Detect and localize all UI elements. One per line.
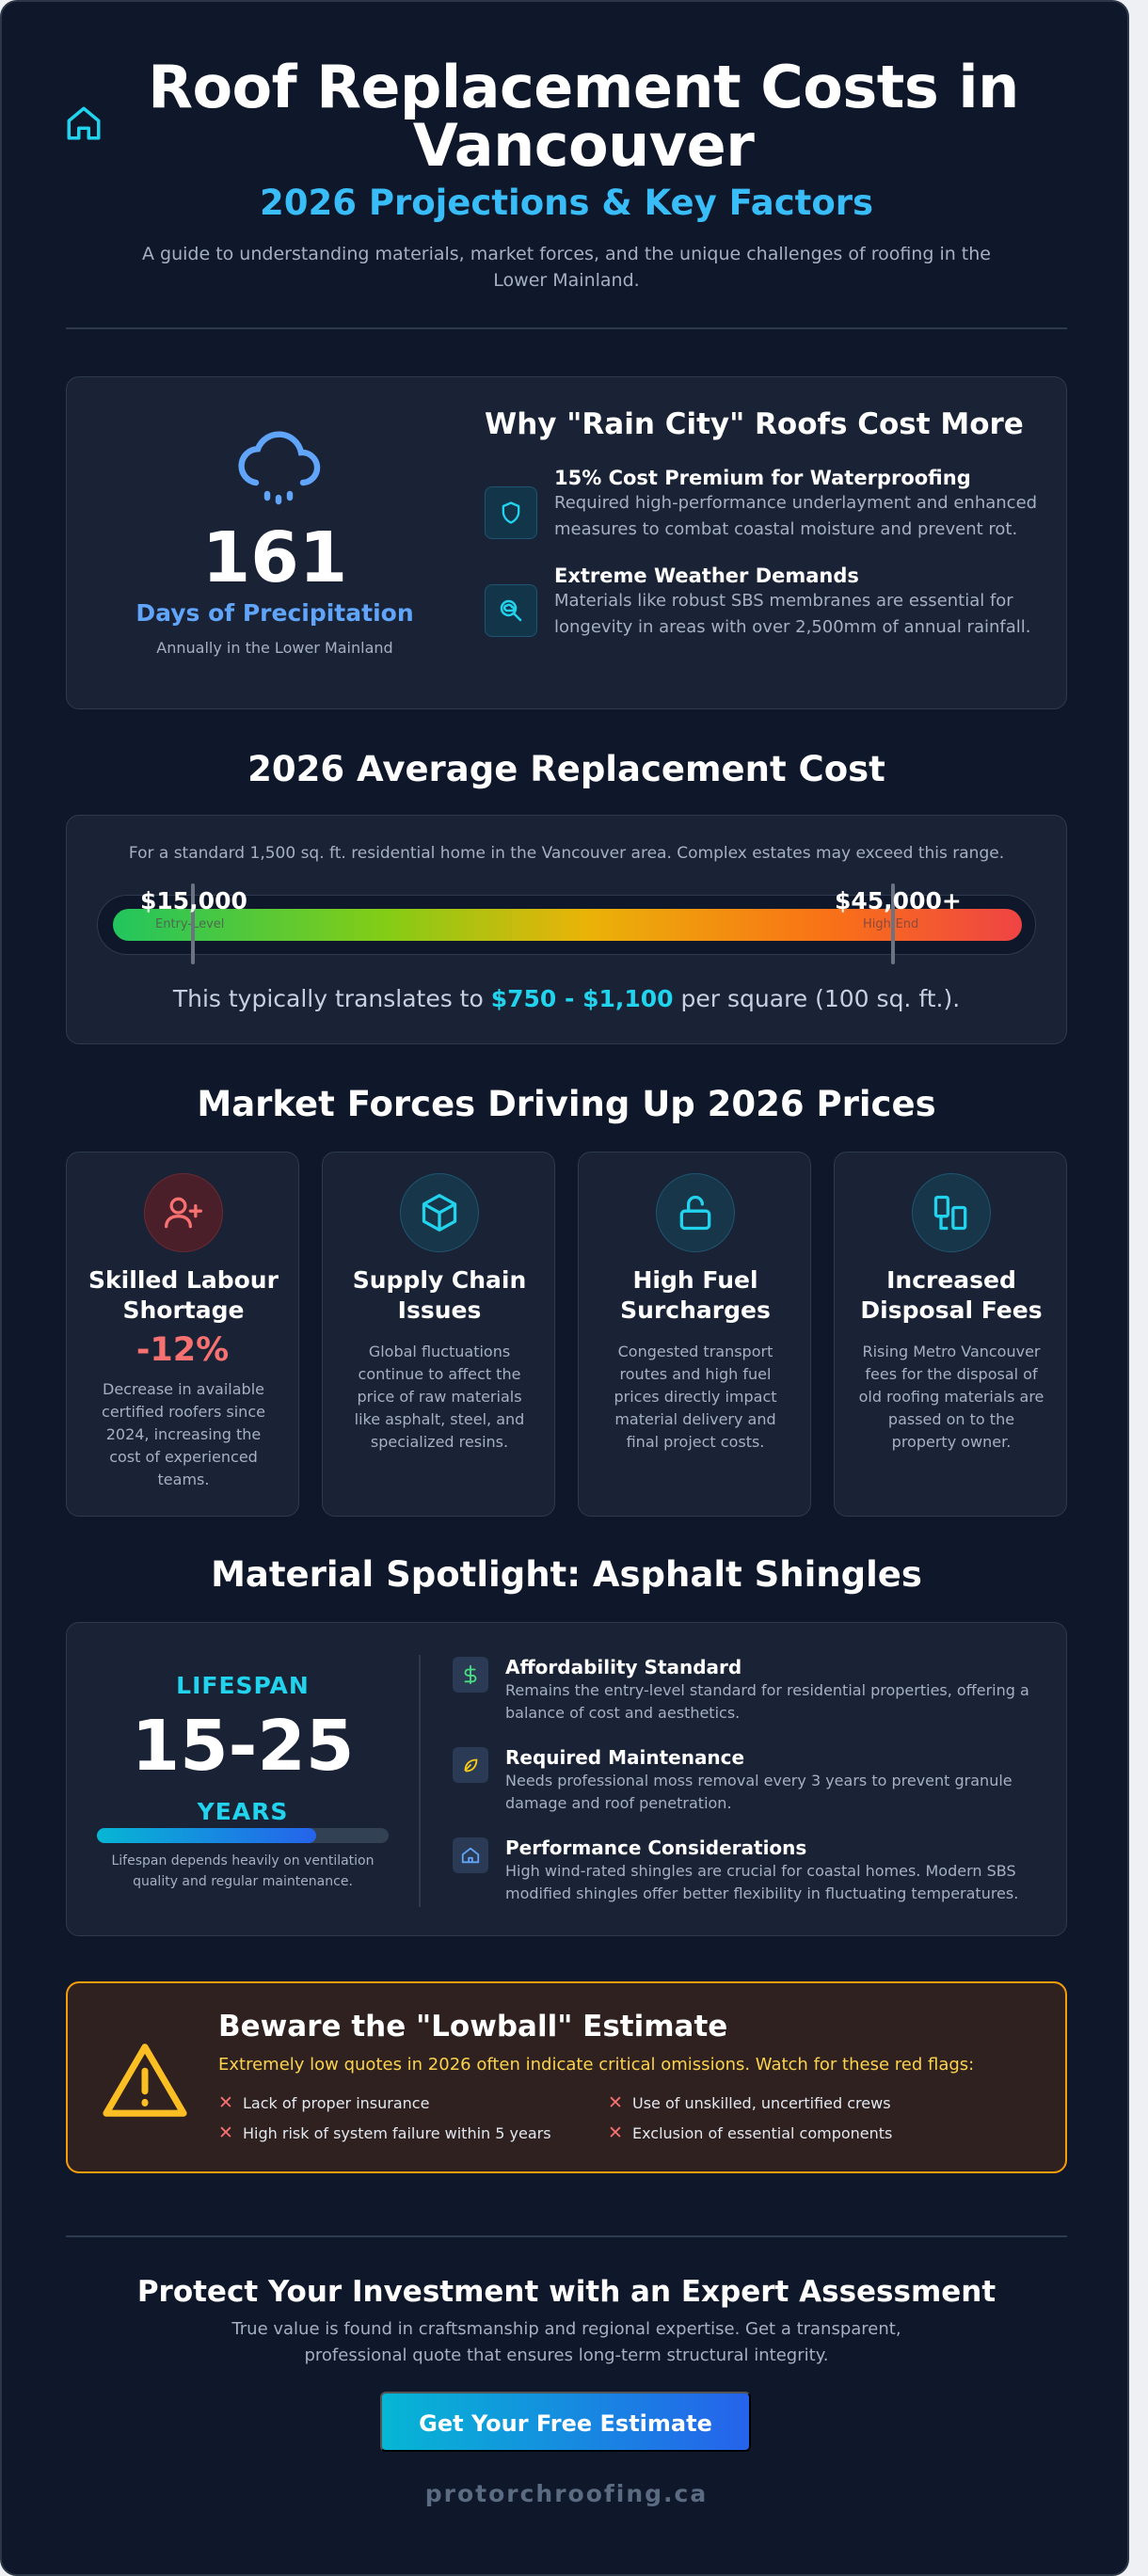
entry-level-label: Entry-Level: [155, 917, 225, 931]
red-flag-text: Use of unskilled, uncertified crews: [632, 2094, 891, 2112]
fact-title: Extreme Weather Demands: [554, 564, 859, 587]
asphalt-card: LIFESPAN 15-25 YEARS Lifespan depends he…: [66, 1622, 1067, 1936]
page-title: Roof Replacement Costs in Vancouver: [148, 53, 1019, 180]
feature-title: Performance Considerations: [505, 1837, 807, 1859]
feature-text: Remains the entry-level standard for res…: [505, 1681, 1029, 1722]
high-price: $45,000+: [835, 887, 962, 914]
per-square-suffix: per square (100 sq. ft.).: [680, 985, 961, 1012]
cost-note: For a standard 1,500 sq. ft. residential…: [128, 844, 1005, 863]
force-text: Global fluctuations continue to affect t…: [354, 1343, 525, 1451]
force-title: Supply Chain Issues: [352, 1266, 527, 1324]
red-flag: ✕ High risk of system failure within 5 ye…: [218, 2123, 551, 2143]
leaf-icon: [453, 1747, 488, 1783]
cost-range-bar: [97, 895, 1036, 955]
feature-title: Required Maintenance: [505, 1746, 745, 1769]
feature-maintenance: Required Maintenance Needs professional …: [453, 1745, 1045, 1815]
per-square-prefix: This typically translates to: [172, 985, 484, 1012]
bins-icon: [912, 1173, 991, 1252]
precipitation-label: Days of Precipitation: [136, 599, 414, 627]
x-icon: ✕: [218, 2092, 233, 2113]
user-plus-icon: [144, 1173, 223, 1252]
rain-city-card: 161 Days of Precipitation Annually in th…: [66, 376, 1067, 709]
fact-title: 15% Cost Premium for Waterproofing: [554, 467, 971, 489]
warning-subtitle: Extremely low quotes in 2026 often indic…: [218, 2055, 975, 2075]
labour-stat: -12%: [136, 1331, 230, 1369]
per-square-range: $750 - $1,100: [490, 985, 674, 1012]
dollar-icon: [453, 1657, 488, 1693]
lifespan-fill: [97, 1828, 316, 1843]
cta-description: True value is found in craftsmanship and…: [231, 2319, 901, 2365]
force-text: Rising Metro Vancouver fees for the disp…: [858, 1343, 1044, 1451]
free-estimate-button[interactable]: Get Your Free Estimate: [380, 2392, 751, 2452]
lifespan-unit: YEARS: [197, 1798, 289, 1825]
page-subtitle: 2026 Projections & Key Factors: [259, 183, 874, 223]
low-price: $15,000: [140, 887, 247, 914]
red-flag-text: Lack of proper insurance: [243, 2094, 430, 2112]
header: Roof Replacement Costs in Vancouver 2026…: [66, 58, 1067, 294]
fact-text: Materials like robust SBS membranes are …: [554, 591, 1031, 637]
force-text: Decrease in available certified roofers …: [102, 1380, 265, 1488]
home-icon[interactable]: [64, 103, 104, 143]
feature-affordability: Affordability Standard Remains the entry…: [453, 1655, 1045, 1725]
per-square-cost: This typically translates to $750 - $1,1…: [67, 985, 1066, 1012]
feature-title: Affordability Standard: [505, 1656, 742, 1678]
rain-heading: Why "Rain City" Roofs Cost More: [485, 407, 1024, 441]
force-text: Congested transport routes and high fuel…: [614, 1343, 777, 1451]
asphalt-heading: Material Spotlight: Asphalt Shingles: [211, 1554, 922, 1595]
red-flag-text: High risk of system failure within 5 yea…: [243, 2124, 551, 2142]
fact-waterproofing: 15% Cost Premium for Waterproofing Requi…: [485, 466, 1049, 543]
rain-reasons: Why "Rain City" Roofs Cost More 15% Cost…: [485, 405, 1049, 641]
force-disposal: Increased Disposal Fees Rising Metro Van…: [834, 1152, 1067, 1517]
shield-icon: [485, 486, 537, 539]
force-title: Increased Disposal Fees: [860, 1266, 1043, 1324]
red-flag-text: Exclusion of essential components: [632, 2124, 893, 2142]
weather-search-icon: [485, 584, 537, 637]
x-icon: ✕: [608, 2092, 623, 2113]
lifespan-note: Lifespan depends heavily on ventilation …: [111, 1853, 375, 1889]
feature-text: Needs professional moss removal every 3 …: [505, 1772, 1012, 1812]
red-flag: ✕ Exclusion of essential components: [608, 2123, 893, 2143]
divider: [66, 327, 1067, 329]
high-marker: [891, 883, 895, 964]
divider: [419, 1655, 421, 1907]
low-marker: [191, 883, 195, 964]
red-flag: ✕ Use of unskilled, uncertified crews: [608, 2092, 891, 2113]
warning-icon: [103, 2043, 187, 2117]
precipitation-stat: 161 Days of Precipitation Annually in th…: [67, 377, 483, 708]
lock-icon: [656, 1173, 735, 1252]
box-icon: [400, 1173, 479, 1252]
precipitation-note: Annually in the Lower Mainland: [156, 639, 393, 657]
market-forces-heading: Market Forces Driving Up 2026 Prices: [197, 1084, 936, 1124]
force-labour: Skilled Labour Shortage -12% Decrease in…: [66, 1152, 299, 1517]
force-supply: Supply Chain Issues Global fluctuations …: [322, 1152, 555, 1517]
lifespan-bar: [97, 1828, 389, 1843]
x-icon: ✕: [218, 2123, 233, 2143]
cta-title: Protect Your Investment with an Expert A…: [136, 2275, 997, 2309]
feature-performance: Performance Considerations High wind-rat…: [453, 1836, 1045, 1905]
house-icon: [453, 1837, 488, 1873]
feature-text: High wind-rated shingles are crucial for…: [505, 1862, 1019, 1902]
force-title: High Fuel Surcharges: [620, 1266, 771, 1324]
cloud-rain-icon: [238, 431, 321, 505]
precipitation-days: 161: [201, 517, 348, 598]
force-title: Skilled Labour Shortage: [88, 1266, 279, 1324]
lifespan-panel: LIFESPAN 15-25 YEARS Lifespan depends he…: [67, 1623, 419, 1935]
x-icon: ✕: [608, 2123, 623, 2143]
high-end-label: High-End: [863, 917, 918, 931]
fact-weather: Extreme Weather Demands Materials like r…: [485, 564, 1049, 641]
red-flag: ✕ Lack of proper insurance: [218, 2092, 430, 2113]
cost-gradient: [113, 909, 1022, 941]
warning-title: Beware the "Lowball" Estimate: [218, 2010, 728, 2043]
fact-text: Required high-performance underlayment a…: [554, 493, 1038, 539]
lifespan-label: LIFESPAN: [176, 1672, 310, 1699]
divider: [66, 2235, 1067, 2237]
website-link[interactable]: protorchroofing.ca: [424, 2480, 709, 2507]
cost-heading: 2026 Average Replacement Cost: [247, 749, 885, 789]
page-description: A guide to understanding materials, mark…: [141, 244, 991, 291]
lowball-warning: Beware the "Lowball" Estimate Extremely …: [66, 1981, 1067, 2173]
cost-range-card: For a standard 1,500 sq. ft. residential…: [66, 815, 1067, 1044]
lifespan-value: 15-25: [131, 1706, 355, 1787]
force-fuel: High Fuel Surcharges Congested transport…: [578, 1152, 811, 1517]
